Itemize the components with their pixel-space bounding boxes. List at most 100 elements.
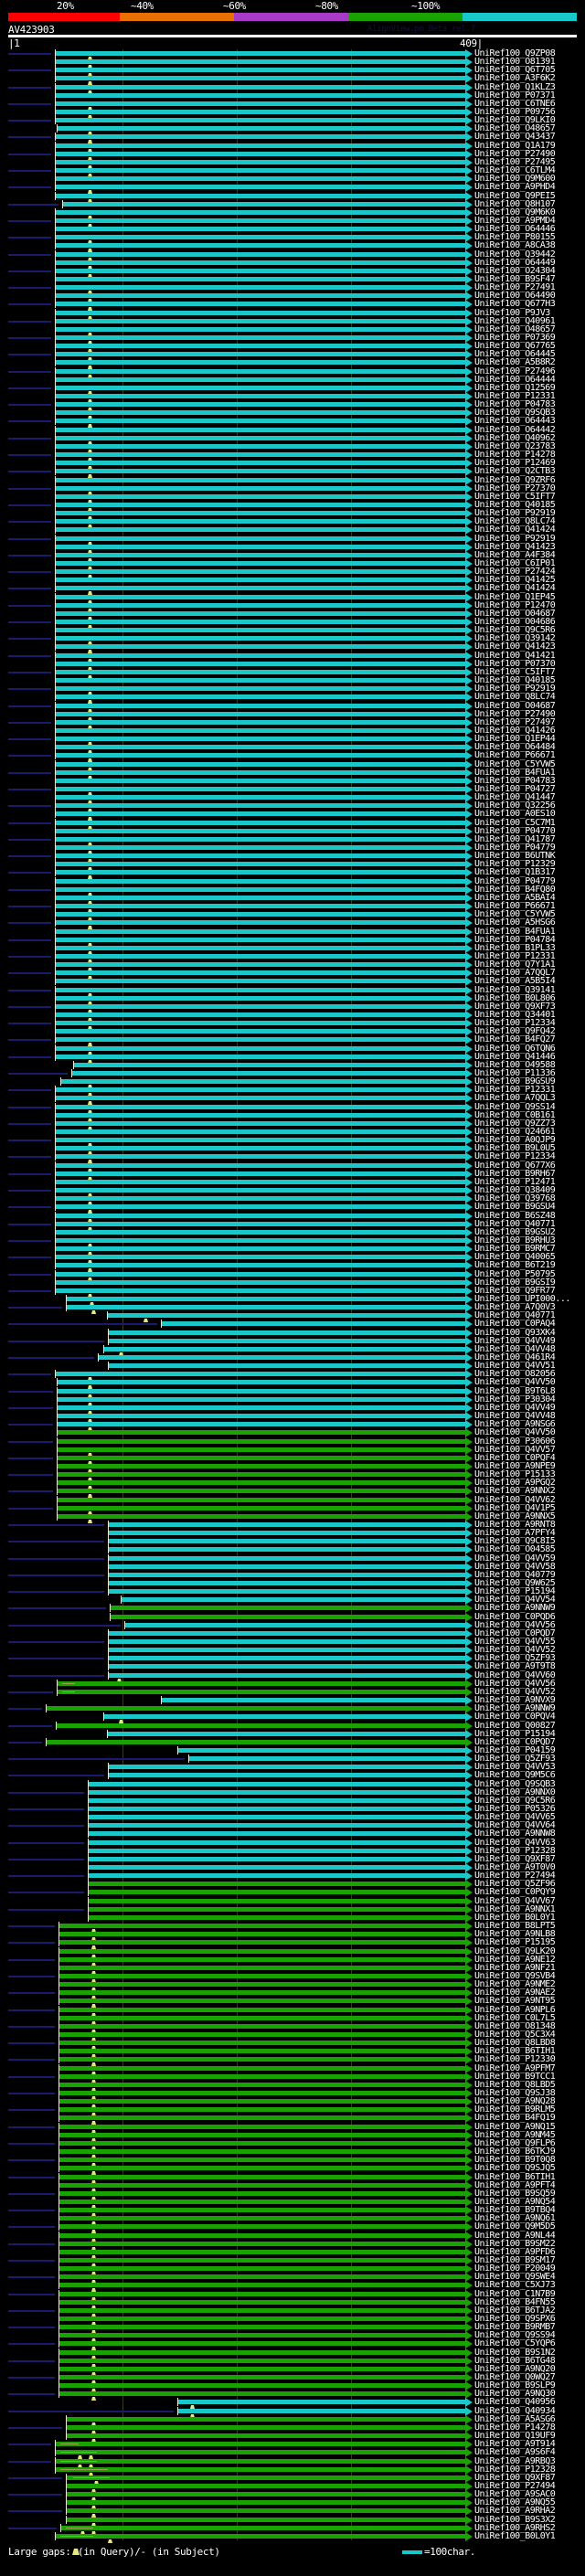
hit-accession-label[interactable]: UniRef100_B0L806 <box>474 992 556 1003</box>
hit-accession-label[interactable]: UniRef100_B9RMC7 <box>474 1244 556 1255</box>
hsp-bar[interactable] <box>58 2132 465 2137</box>
alignment-row[interactable]: UniRef100_Q1KLZ3 <box>0 82 585 94</box>
hit-accession-label[interactable]: UniRef100_Q4VV48 <box>474 1411 556 1422</box>
hit-accession-label[interactable]: UniRef100_Q9C8I5 <box>474 1536 556 1547</box>
hit-accession-label[interactable]: UniRef100_Q40956 <box>474 2397 556 2408</box>
hsp-bar[interactable] <box>58 2375 465 2380</box>
alignment-row[interactable]: UniRef100_B9RHU3 <box>0 1235 585 1247</box>
alignment-row[interactable]: UniRef100_C6IP01 <box>0 559 585 570</box>
hit-accession-label[interactable]: UniRef100_Q40779 <box>474 1569 556 1580</box>
alignment-row[interactable]: UniRef100_Q00827 <box>0 1721 585 1731</box>
hsp-bar[interactable] <box>55 435 465 440</box>
hit-accession-label[interactable]: UniRef100_C0PQF4 <box>474 1452 556 1463</box>
hit-accession-label[interactable]: UniRef100_B4FQ80 <box>474 884 556 895</box>
alignment-row[interactable]: UniRef100_Q4VV67 <box>0 1896 585 1906</box>
hit-accession-label[interactable]: UniRef100_B9SF47 <box>474 273 556 284</box>
alignment-row[interactable]: UniRef100_C0PQF4 <box>0 1452 585 1465</box>
alignment-row[interactable]: UniRef100_P04783 <box>0 400 585 412</box>
alignment-row[interactable]: UniRef100_Q41424 <box>0 525 585 535</box>
hsp-bar[interactable] <box>55 2442 465 2447</box>
hit-accession-label[interactable]: UniRef100_P12331 <box>474 950 556 961</box>
hsp-bar[interactable] <box>55 652 465 658</box>
hsp-bar[interactable] <box>55 185 465 190</box>
hsp-bar[interactable] <box>55 995 465 1001</box>
alignment-row[interactable]: UniRef100_Q5C3X4 <box>0 2030 585 2041</box>
hit-accession-label[interactable]: UniRef100_A9NQ55 <box>474 2497 556 2508</box>
hit-accession-label[interactable]: UniRef100_B6TKJ9 <box>474 2147 556 2157</box>
hsp-bar[interactable] <box>55 193 465 198</box>
hsp-bar[interactable] <box>55 962 465 968</box>
alignment-row[interactable]: UniRef100_A9NNX5 <box>0 1511 585 1523</box>
hsp-bar[interactable] <box>55 402 465 408</box>
hit-accession-label[interactable]: UniRef100_Q8LC74 <box>474 692 556 703</box>
hsp-bar[interactable] <box>55 527 465 533</box>
hit-accession-label[interactable]: UniRef100_Q40771 <box>474 1218 556 1229</box>
hsp-bar[interactable] <box>58 2057 465 2062</box>
alignment-row[interactable]: UniRef100_A4F384 <box>0 549 585 562</box>
hit-accession-label[interactable]: UniRef100_B9SM22 <box>474 2238 556 2249</box>
alignment-row[interactable]: UniRef100_Q1EP44 <box>0 735 585 747</box>
hsp-bar[interactable] <box>55 76 465 81</box>
alignment-row[interactable]: UniRef100_Q9XF87 <box>0 2473 585 2485</box>
alignment-row[interactable]: UniRef100_P07369 <box>0 334 585 345</box>
hsp-bar[interactable] <box>55 920 465 926</box>
hit-accession-label[interactable]: UniRef100_Q9SVB4 <box>474 1970 556 1981</box>
alignment-row[interactable]: UniRef100_C5XJ73 <box>0 2281 585 2293</box>
hit-accession-label[interactable]: UniRef100_O64449 <box>474 257 556 268</box>
alignment-row[interactable]: UniRef100_B6SZ48 <box>0 1211 585 1223</box>
hsp-bar[interactable] <box>55 352 465 357</box>
hit-accession-label[interactable]: UniRef100_Q67765 <box>474 341 556 352</box>
hsp-bar[interactable] <box>55 1003 465 1009</box>
hsp-bar[interactable] <box>55 610 465 616</box>
hit-accession-label[interactable]: UniRef100_P15194 <box>474 1586 556 1597</box>
alignment-row[interactable]: UniRef100_Q9XF87 <box>0 1854 585 1864</box>
alignment-row[interactable]: UniRef100_Q40771 <box>0 1311 585 1323</box>
hsp-bar[interactable] <box>66 2424 465 2430</box>
hsp-bar[interactable] <box>55 209 465 215</box>
hsp-bar[interactable] <box>58 2216 465 2221</box>
alignment-row[interactable]: UniRef100_O48657 <box>0 324 585 336</box>
alignment-row[interactable]: UniRef100_P15195 <box>0 1938 585 1950</box>
alignment-row[interactable]: UniRef100_Q39141 <box>0 985 585 997</box>
alignment-row[interactable]: UniRef100_B6TG48 <box>0 2356 585 2368</box>
hsp-bar[interactable] <box>57 1405 465 1410</box>
hsp-bar[interactable] <box>57 1380 465 1385</box>
hsp-bar[interactable] <box>55 84 465 90</box>
alignment-row[interactable]: UniRef100_Q9FR77 <box>0 1286 585 1298</box>
hsp-bar[interactable] <box>55 410 465 416</box>
hsp-bar[interactable] <box>108 1531 465 1536</box>
alignment-row[interactable]: UniRef100_P66671 <box>0 751 585 763</box>
hsp-bar[interactable] <box>66 2433 465 2439</box>
hsp-bar[interactable] <box>55 1037 465 1043</box>
hsp-bar[interactable] <box>73 1062 465 1067</box>
alignment-row[interactable]: UniRef100_Q8H107 <box>0 199 585 209</box>
hit-accession-label[interactable]: UniRef100_Q0WQ27 <box>474 2372 556 2383</box>
alignment-row[interactable]: UniRef100_B6T219 <box>0 1261 585 1273</box>
alignment-row[interactable]: UniRef100_C5IFT7 <box>0 492 585 504</box>
alignment-row[interactable]: UniRef100_A9NPL6 <box>0 2005 585 2017</box>
hit-accession-label[interactable]: UniRef100_O24304 <box>474 265 556 276</box>
alignment-row[interactable]: UniRef100_P27497 <box>0 717 585 729</box>
hsp-bar[interactable] <box>88 1882 465 1887</box>
alignment-row[interactable]: UniRef100_Q1EP45 <box>0 592 585 604</box>
alignment-row[interactable]: UniRef100_Q9PEI5 <box>0 191 585 203</box>
hit-accession-label[interactable]: UniRef100_B0L0Y1 <box>474 2530 556 2541</box>
hsp-bar[interactable] <box>58 2325 465 2330</box>
alignment-row[interactable]: UniRef100_P12334 <box>0 1152 585 1164</box>
hit-accession-label[interactable]: UniRef100_Q41787 <box>474 833 556 844</box>
hsp-bar[interactable] <box>58 1973 465 1978</box>
hit-accession-label[interactable]: UniRef100_Q4VV59 <box>474 1553 556 1564</box>
hit-accession-label[interactable]: UniRef100_A7PFY4 <box>474 1528 556 1539</box>
hsp-bar[interactable] <box>55 1021 465 1026</box>
hit-accession-label[interactable]: UniRef100_Q41426 <box>474 725 556 736</box>
hsp-bar[interactable] <box>110 1614 465 1619</box>
hit-accession-label[interactable]: UniRef100_A4F384 <box>474 549 556 560</box>
hsp-bar[interactable] <box>66 2492 465 2497</box>
alignment-row[interactable]: UniRef100_Q19UF9 <box>0 2432 585 2443</box>
hit-accession-label[interactable]: UniRef100_Q34401 <box>474 1009 556 1020</box>
hit-accession-label[interactable]: UniRef100_Q4VV64 <box>474 1820 556 1831</box>
hit-accession-label[interactable]: UniRef100_A9NQ30 <box>474 2389 556 2400</box>
hsp-bar[interactable] <box>57 1680 465 1686</box>
alignment-row[interactable]: UniRef100_P04770 <box>0 826 585 836</box>
hit-accession-label[interactable]: UniRef100_Q9ZZ73 <box>474 1118 556 1129</box>
